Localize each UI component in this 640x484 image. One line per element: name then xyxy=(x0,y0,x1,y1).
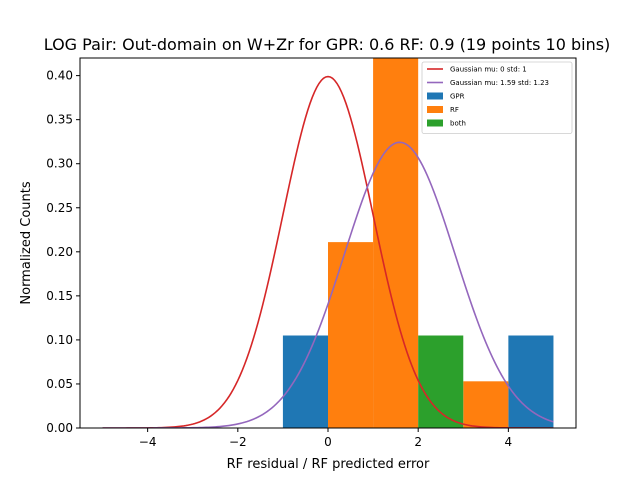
axis-ticks: −4 −2 0 2 4 0.00 0.05 0.10 0.15 0.20 0.25 0.30 0.35 0… xyxy=(46,69,512,449)
y-tick-label: 0.30 xyxy=(46,157,73,171)
y-tick-label: 0.40 xyxy=(46,69,73,83)
bar-gpr-0 xyxy=(282,335,328,428)
legend-swatch-both xyxy=(427,119,443,127)
legend-box xyxy=(421,61,573,134)
x-axis-label: RF residual / RF predicted error xyxy=(227,457,430,472)
legend-label-rf: RF xyxy=(450,106,459,114)
chart-title: LOG Pair: Out-domain on W+Zr for GPR: 0.… xyxy=(44,35,611,54)
legend-label-gpr: GPR xyxy=(450,93,465,101)
legend: Gaussian mu: 0 std: 1 Gaussian mu: 1.59 s… xyxy=(421,61,573,134)
y-axis-label: Normalized Counts xyxy=(19,181,34,304)
y-tick-label: 0.15 xyxy=(46,289,73,303)
bar-rf-4 xyxy=(463,381,509,428)
x-tick-label: 4 xyxy=(505,435,513,449)
y-tick-label: 0.25 xyxy=(46,201,73,215)
x-tick-label: −2 xyxy=(229,435,247,449)
bar-rf-2 xyxy=(373,58,419,428)
legend-label-gaussian-mu-1-59-std-1-23: Gaussian mu: 1.59 std: 1.23 xyxy=(450,79,549,87)
y-tick-label: 0.10 xyxy=(46,333,73,347)
y-tick-label: 0.05 xyxy=(46,377,73,391)
plot-area xyxy=(102,58,554,428)
bar-both-3 xyxy=(418,335,464,428)
plot-content xyxy=(102,58,554,428)
legend-swatch-gpr xyxy=(427,92,443,100)
y-tick-label: 0.00 xyxy=(46,421,73,435)
legend-label-gaussian-mu-0-std-1: Gaussian mu: 0 std: 1 xyxy=(450,66,527,74)
y-tick-label: 0.20 xyxy=(46,245,73,259)
legend-label-both: both xyxy=(450,120,466,128)
y-tick-label: 0.35 xyxy=(46,113,73,127)
bar-gpr-5 xyxy=(508,335,554,428)
x-tick-label: −4 xyxy=(139,435,157,449)
bar-rf-1 xyxy=(328,242,374,428)
x-tick-label: 0 xyxy=(324,435,332,449)
curve-gaussian-mu-0-std-1 xyxy=(102,75,554,428)
x-tick-label: 2 xyxy=(414,435,422,449)
legend-swatch-rf xyxy=(427,106,443,113)
